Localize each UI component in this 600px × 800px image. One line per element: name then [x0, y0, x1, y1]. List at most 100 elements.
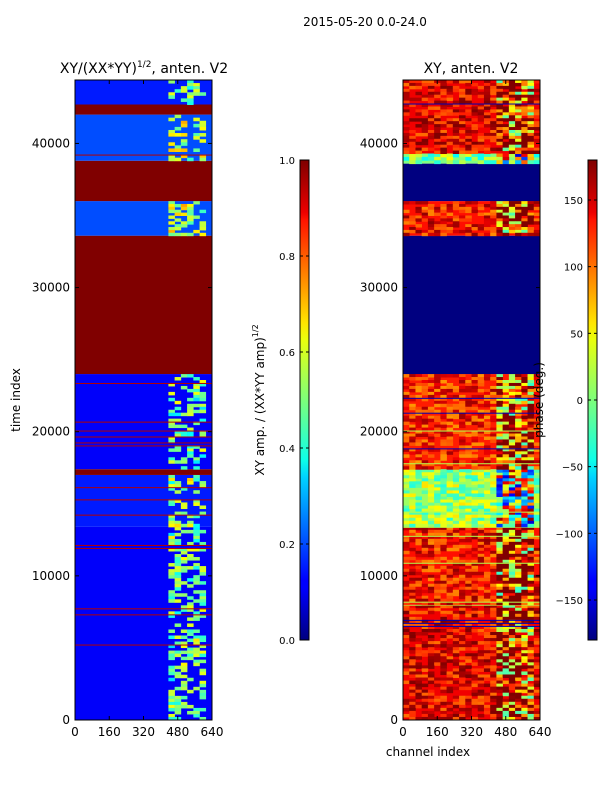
heatmap-cell: [440, 135, 447, 140]
heatmap-cell: [465, 598, 472, 603]
heatmap-cell: [477, 520, 485, 525]
heatmap-cell: [502, 710, 510, 715]
heatmap-cell: [180, 221, 188, 225]
heatmap-cell: [446, 484, 454, 488]
heatmap-cell: [533, 153, 540, 158]
heatmap-cell: [477, 692, 485, 697]
heatmap-cell: [465, 91, 472, 96]
heatmap-cell: [502, 469, 510, 473]
heatmap-cell: [446, 138, 454, 143]
heatmap-cell: [521, 544, 528, 549]
heatmap-cell: [483, 463, 491, 467]
heatmap-cell: [515, 374, 522, 378]
heatmap-cell: [193, 578, 200, 582]
heatmap-cell: [465, 647, 472, 651]
heatmap-cell: [521, 511, 528, 516]
heatmap-cell: [527, 80, 535, 84]
heatmap-cell: [521, 710, 528, 715]
heatmap-cell: [527, 82, 535, 87]
heatmap-cell: [490, 160, 497, 165]
heatmap-cell: [409, 571, 416, 576]
heatmap-cell: [434, 475, 441, 479]
heatmap-cell: [508, 436, 516, 440]
heatmap-cell: [415, 418, 422, 423]
heatmap-cell: [427, 601, 435, 606]
heatmap-cell: [168, 713, 175, 718]
heatmap-cell: [508, 112, 516, 116]
heatmap-cell: [421, 625, 429, 630]
heatmap-cell: [477, 538, 485, 543]
heatmap-cell: [434, 508, 441, 513]
heatmap-cell: [459, 109, 466, 113]
heatmap-cell: [434, 460, 441, 464]
heatmap-cell: [446, 493, 454, 498]
heatmap-cell: [187, 478, 194, 482]
heatmap-cell: [174, 563, 182, 567]
heatmap-cell: [490, 638, 497, 642]
heatmap-cell: [515, 127, 522, 131]
heatmap-cell: [477, 571, 485, 576]
heatmap-cell: [527, 647, 535, 651]
heatmap-cell: [521, 481, 528, 485]
heatmap-cell: [496, 689, 503, 694]
heatmap-cell: [452, 484, 460, 488]
heatmap-cell: [403, 653, 410, 657]
heatmap-cell: [527, 106, 535, 110]
heatmap-cell: [527, 625, 535, 630]
heatmap-cell: [403, 135, 410, 140]
heatmap-cell: [403, 454, 410, 458]
heatmap-cell: [465, 400, 472, 405]
heatmap-cell: [421, 118, 429, 122]
heatmap-cell: [421, 478, 429, 482]
heatmap-band: [75, 469, 212, 475]
heatmap-cell: [477, 85, 485, 90]
heatmap-cell: [502, 616, 510, 621]
heatmap-cell: [427, 680, 435, 685]
heatmap-cell: [515, 442, 522, 446]
heatmap-cell: [452, 374, 460, 378]
heatmap-cell: [508, 568, 516, 573]
heatmap-cell: [452, 520, 460, 525]
heatmap-cell: [193, 590, 200, 594]
heatmap-cell: [193, 490, 200, 494]
heatmap-cell: [459, 403, 466, 408]
heatmap-cell: [440, 209, 447, 214]
heatmap-cell: [452, 650, 460, 654]
heatmap-cell: [434, 403, 441, 408]
heatmap-cell: [471, 481, 479, 485]
heatmap-cell: [477, 141, 485, 146]
heatmap-cell: [483, 508, 491, 513]
heatmap-cell: [471, 106, 479, 110]
heatmap-cell: [446, 124, 454, 128]
heatmap-cell: [421, 628, 429, 633]
heatmap-cell: [515, 677, 522, 682]
heatmap-cell: [427, 206, 435, 211]
heatmap-cell: [502, 454, 510, 458]
heatmap-cell: [409, 529, 416, 534]
heatmap-cell: [477, 577, 485, 582]
heatmap-cell: [168, 421, 175, 426]
heatmap-cell: [533, 232, 540, 237]
heatmap-cell: [459, 454, 466, 458]
heatmap-cell: [168, 535, 175, 540]
heatmap-cell: [174, 572, 182, 576]
heatmap-cell: [180, 487, 188, 491]
heatmap-cell: [515, 460, 522, 464]
heatmap-cell: [174, 566, 182, 570]
heatmap-cell: [452, 132, 460, 137]
heatmap-cell: [490, 388, 497, 393]
heatmap-cell: [508, 484, 516, 488]
heatmap-cell: [440, 610, 447, 615]
heatmap-cell: [483, 535, 491, 540]
heatmap-cell: [490, 595, 497, 600]
heatmap-cell: [515, 156, 522, 161]
heatmap-cell: [490, 129, 497, 134]
heatmap-cell: [502, 212, 510, 216]
heatmap-cell: [193, 86, 200, 90]
heatmap-cell: [446, 589, 454, 594]
heatmap-cell: [496, 526, 503, 531]
heatmap-cell: [465, 475, 472, 479]
heatmap-cell: [415, 571, 422, 576]
heatmap-cell: [502, 571, 510, 576]
heatmap-cell: [180, 133, 188, 137]
